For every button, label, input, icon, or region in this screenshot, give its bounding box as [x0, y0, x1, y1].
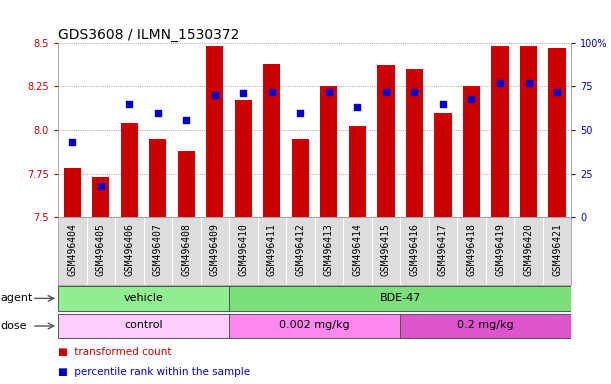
- Text: GSM496414: GSM496414: [353, 223, 362, 276]
- Bar: [207, 46, 224, 217]
- Text: GSM496410: GSM496410: [238, 223, 249, 276]
- Text: 0.2 mg/kg: 0.2 mg/kg: [458, 321, 514, 331]
- Text: GSM496419: GSM496419: [495, 223, 505, 276]
- Point: [552, 88, 562, 94]
- Text: GSM496406: GSM496406: [124, 223, 134, 276]
- Point: [438, 101, 448, 107]
- Text: ■  transformed count: ■ transformed count: [58, 347, 172, 357]
- Bar: [549, 48, 566, 217]
- Bar: [520, 46, 537, 217]
- Bar: [64, 169, 81, 217]
- Point: [353, 104, 362, 110]
- Text: 0.002 mg/kg: 0.002 mg/kg: [279, 321, 350, 331]
- Point: [67, 139, 77, 145]
- Bar: [491, 46, 508, 217]
- Bar: [121, 123, 138, 217]
- Point: [381, 88, 391, 94]
- Text: GSM496415: GSM496415: [381, 223, 391, 276]
- Bar: [229, 286, 571, 311]
- Text: BDE-47: BDE-47: [379, 293, 421, 303]
- Point: [181, 116, 191, 122]
- Point: [324, 88, 334, 94]
- Point: [467, 96, 477, 102]
- Bar: [378, 65, 395, 217]
- Text: GSM496421: GSM496421: [552, 223, 562, 276]
- Bar: [400, 314, 571, 338]
- Text: GSM496417: GSM496417: [438, 223, 448, 276]
- Bar: [178, 151, 195, 217]
- Point: [296, 109, 306, 116]
- Bar: [463, 86, 480, 217]
- Bar: [92, 177, 109, 217]
- Text: GSM496407: GSM496407: [153, 223, 163, 276]
- Point: [267, 88, 277, 94]
- Text: GSM496404: GSM496404: [67, 223, 78, 276]
- Bar: [434, 113, 452, 217]
- Bar: [263, 64, 280, 217]
- Text: GSM496420: GSM496420: [524, 223, 533, 276]
- Text: GDS3608 / ILMN_1530372: GDS3608 / ILMN_1530372: [58, 28, 240, 41]
- Bar: [149, 139, 166, 217]
- Bar: [58, 314, 229, 338]
- Point: [409, 88, 419, 94]
- Point: [125, 101, 134, 107]
- Text: vehicle: vehicle: [123, 293, 164, 303]
- Text: GSM496405: GSM496405: [96, 223, 106, 276]
- Bar: [406, 69, 423, 217]
- Point: [524, 80, 533, 86]
- Text: GSM496411: GSM496411: [267, 223, 277, 276]
- Text: ■  percentile rank within the sample: ■ percentile rank within the sample: [58, 367, 250, 377]
- Text: GSM496418: GSM496418: [466, 223, 477, 276]
- Bar: [292, 139, 309, 217]
- Text: agent: agent: [1, 293, 33, 303]
- Point: [495, 80, 505, 86]
- Text: GSM496412: GSM496412: [295, 223, 306, 276]
- Text: control: control: [124, 321, 163, 331]
- Point: [96, 183, 106, 189]
- Bar: [229, 314, 400, 338]
- Text: GSM496408: GSM496408: [181, 223, 191, 276]
- Point: [153, 109, 163, 116]
- Bar: [349, 126, 366, 217]
- Text: GSM496413: GSM496413: [324, 223, 334, 276]
- Bar: [235, 100, 252, 217]
- Text: dose: dose: [1, 321, 27, 331]
- Text: GSM496416: GSM496416: [409, 223, 420, 276]
- Bar: [320, 86, 337, 217]
- Text: GSM496409: GSM496409: [210, 223, 220, 276]
- Point: [210, 92, 220, 98]
- Point: [238, 90, 248, 96]
- Bar: [58, 286, 229, 311]
